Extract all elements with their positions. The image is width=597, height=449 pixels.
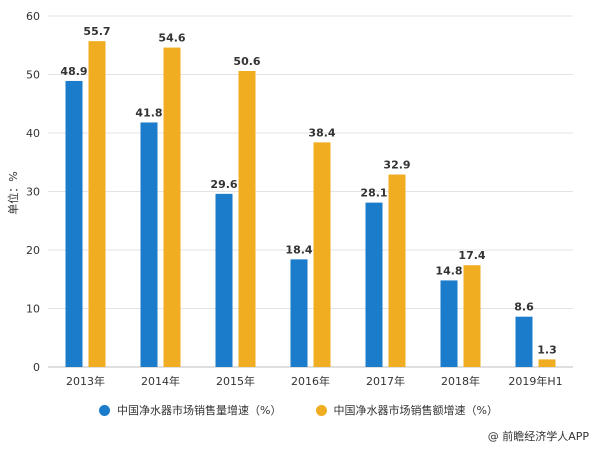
y-tick-label: 40 (26, 127, 40, 140)
data-label: 18.4 (285, 243, 312, 256)
chart: 0 10 20 30 40 50 60 单位：% 48.9 55.7 41.8 54.6 29.6 5… (6, 10, 573, 388)
data-label: 14.8 (435, 264, 462, 277)
data-label: 1.3 (537, 343, 557, 356)
x-tick-label: 2016年 (291, 374, 330, 388)
data-label: 29.6 (210, 178, 237, 191)
y-axis-label: 单位：% (6, 171, 20, 214)
x-tick-label: 2018年 (441, 374, 480, 388)
y-tick-label: 10 (26, 303, 40, 316)
bar (65, 80, 83, 367)
legend-item-sales-volume: 中国净水器市场销售量增速（%） (99, 402, 282, 418)
y-tick-label: 60 (26, 10, 40, 23)
x-tick-label: 2019年H1 (508, 374, 562, 388)
data-label: 38.4 (308, 126, 335, 139)
bar (463, 265, 481, 367)
bar (88, 41, 106, 367)
data-label: 32.9 (383, 159, 410, 172)
x-tick-label: 2015年 (216, 374, 255, 388)
bar (238, 70, 256, 368)
legend-label-sales-volume: 中国净水器市场销售量增速（%） (117, 404, 282, 417)
data-label: 54.6 (158, 32, 185, 45)
data-label: 50.6 (233, 55, 260, 68)
legend-label-sales-revenue: 中国净水器市场销售额增速（%） (333, 404, 498, 417)
x-tick-label: 2013年 (66, 374, 105, 388)
bar (440, 280, 458, 367)
bar (215, 193, 233, 367)
data-label: 17.4 (458, 249, 485, 262)
bar (388, 174, 406, 367)
data-label: 8.6 (514, 301, 534, 314)
bars: 48.9 55.7 41.8 54.6 29.6 50.6 18.4 38.4 28.1 32.9… (60, 25, 557, 368)
data-label: 48.9 (60, 65, 87, 78)
legend-item-sales-revenue: 中国净水器市场销售额增速（%） (315, 402, 498, 418)
legend: 中国净水器市场销售量增速（%） 中国净水器市场销售额增速（%） (0, 402, 597, 418)
y-tick-label: 20 (26, 244, 40, 257)
bar (365, 202, 383, 367)
y-tick-label: 50 (26, 69, 40, 82)
legend-marker-sales-volume (99, 404, 111, 416)
data-label: 41.8 (135, 106, 162, 119)
x-tick-label: 2017年 (366, 374, 405, 388)
y-tick-label: 0 (33, 361, 40, 374)
source-credit: @ 前瞻经济学人APP (487, 430, 589, 443)
bar (290, 259, 308, 367)
bar (163, 47, 181, 368)
y-tick-label: 30 (26, 186, 40, 199)
data-label: 28.1 (360, 187, 387, 200)
bar (140, 122, 158, 367)
bar (515, 316, 533, 367)
data-label: 55.7 (83, 25, 110, 38)
x-axis-ticks: 2013年 2014年 2015年 2016年 2017年 2018年 2019年H1 (66, 374, 563, 388)
legend-marker-sales-revenue (315, 404, 327, 416)
bar (538, 359, 556, 367)
gridlines (48, 15, 573, 368)
bar (313, 142, 331, 367)
x-tick-label: 2014年 (141, 374, 180, 388)
y-axis-ticks: 0 10 20 30 40 50 60 (26, 10, 40, 374)
